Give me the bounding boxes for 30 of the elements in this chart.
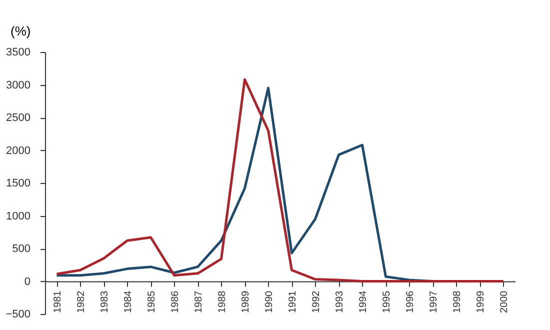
y-tick-label: 0 xyxy=(24,276,30,288)
x-tick-label: 2000 xyxy=(498,290,510,313)
x-tick-label: 1996 xyxy=(404,290,416,313)
y-tick-label: 2500 xyxy=(6,112,30,124)
x-tick-label: 1985 xyxy=(146,290,158,313)
y-tick-label: 1000 xyxy=(6,210,30,222)
x-tick-label: 1987 xyxy=(193,290,204,313)
x-tick-label: 1992 xyxy=(310,290,322,313)
y-axis-title: (%) xyxy=(10,24,31,38)
x-tick-label: 1994 xyxy=(358,290,369,313)
y-tick-label: 500 xyxy=(12,243,30,255)
x-tick-label: 1995 xyxy=(381,290,392,313)
y-tick-label: −500 xyxy=(6,308,30,320)
x-tick-label: 1997 xyxy=(428,290,440,313)
x-tick-label: 1999 xyxy=(475,290,486,313)
x-tick-label: 1986 xyxy=(170,290,181,313)
x-tick-label: 1993 xyxy=(334,290,346,313)
x-tick-label: 1998 xyxy=(452,290,463,313)
x-tick-label: 1989 xyxy=(240,290,252,313)
y-tick-label: 1500 xyxy=(6,178,30,190)
y-tick-label: 3000 xyxy=(6,79,30,92)
y-tick-label: 3500 xyxy=(6,46,30,58)
x-tick-label: 1981 xyxy=(52,290,64,313)
x-tick-label: 1988 xyxy=(216,290,228,313)
x-tick-label: 1983 xyxy=(99,290,110,313)
x-tick-label: 1982 xyxy=(76,290,87,313)
x-tick-label: 1990 xyxy=(264,290,275,313)
y-tick-label: 2000 xyxy=(6,144,30,157)
x-tick-label: 1991 xyxy=(287,290,298,313)
x-tick-label: 1984 xyxy=(122,290,134,313)
